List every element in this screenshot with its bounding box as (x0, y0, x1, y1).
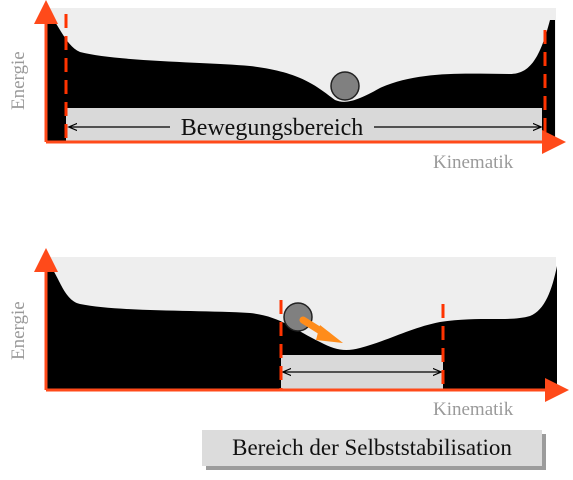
caption-label: Bereich der Selbststabilisation (202, 430, 542, 466)
top-range-label-bg (170, 114, 374, 140)
bottom-panel: Energie Kinematik (8, 248, 569, 420)
top-ball (330, 71, 360, 101)
bottom-movement-arrow (299, 316, 343, 343)
bottom-y-axis-label: Energie (8, 301, 29, 360)
top-range-label: Bewegungsbereich (181, 115, 364, 141)
top-panel: Bewegungsbereich Energie Kinematik (8, 0, 566, 173)
top-y-axis-label: Energie (8, 51, 29, 110)
top-x-axis-label: Kinematik (433, 152, 514, 173)
bottom-x-axis-label: Kinematik (433, 399, 514, 420)
